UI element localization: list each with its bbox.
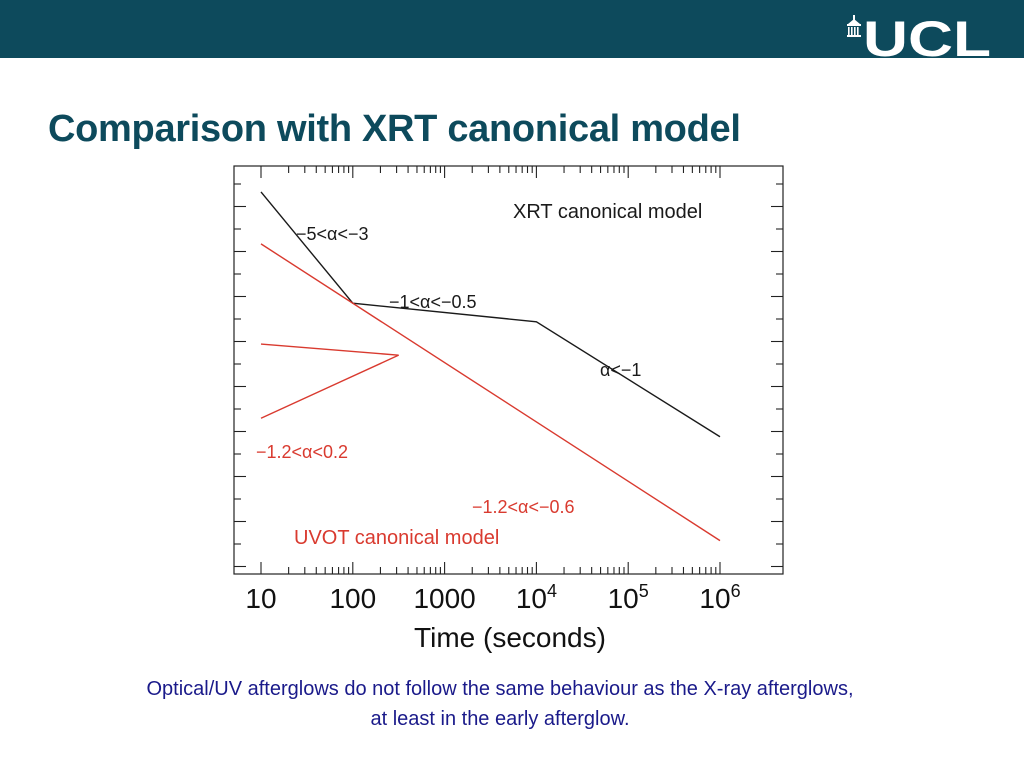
x-axis-label: Time (seconds) — [414, 622, 606, 653]
annotation-xrt-late: α<−1 — [600, 360, 641, 380]
x-tick-label: 105 — [608, 581, 649, 614]
x-tick-label: 104 — [516, 581, 557, 614]
series-uvot-canonical-model — [260, 243, 721, 542]
x-tick-labels: 10 100 1000 104 105 106 — [245, 581, 740, 614]
annotation-uvot-decay: −1.2<α<−0.6 — [472, 497, 575, 517]
annotation-uvot-model: UVOT canonical model — [294, 527, 499, 549]
header-bar: UCL — [0, 0, 1024, 58]
logo-text: UCL — [863, 12, 991, 58]
slide-caption: Optical/UV afterglows do not follow the … — [0, 674, 1000, 734]
tick-marks — [234, 166, 783, 574]
series-line-3 — [260, 354, 399, 419]
annotation-xrt-plateau: −1<α<−0.5 — [389, 292, 477, 312]
annotation-uvot-early: −1.2<α<0.2 — [256, 442, 348, 462]
ucl-logo: UCL — [847, 12, 991, 58]
caption-line-1: Optical/UV afterglows do not follow the … — [146, 678, 854, 700]
series-xrt-canonical-model — [260, 191, 721, 438]
portico-icon — [847, 15, 861, 37]
data-lines — [260, 191, 721, 542]
annotation-xrt-model: XRT canonical model — [513, 201, 702, 223]
caption-line-2: at least in the early afterglow. — [370, 708, 630, 730]
series-line-2 — [260, 343, 399, 356]
plot-frame — [233, 165, 784, 575]
annotation-xrt-steep: −5<α<−3 — [296, 224, 368, 244]
x-tick-label: 1000 — [413, 583, 475, 614]
slide-title: Comparison with XRT canonical model — [48, 108, 741, 150]
x-tick-label: 106 — [699, 581, 740, 614]
x-tick-label: 10 — [245, 583, 276, 614]
afterglow-chart: 10 100 1000 104 105 106 Time (seconds) XRT ca… — [233, 165, 784, 653]
x-tick-label: 100 — [329, 583, 376, 614]
